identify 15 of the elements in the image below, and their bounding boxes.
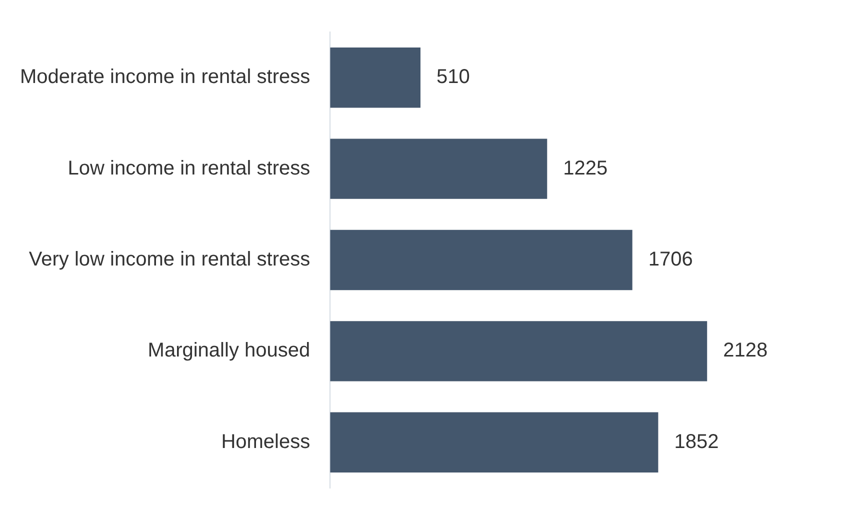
data-label: 2128: [723, 340, 768, 362]
y-tick-label: Moderate income in rental stress: [20, 66, 310, 88]
bar: [330, 412, 658, 472]
data-label: 1852: [674, 430, 719, 453]
y-tick-label: Very low income in rental stress: [28, 248, 310, 271]
y-tick-label: Homeless: [221, 430, 310, 453]
y-tick-label: Low income in rental stress: [68, 157, 310, 180]
bar: [330, 230, 632, 290]
y-tick-label: Marginally housed: [148, 340, 310, 362]
data-label: 1706: [648, 248, 693, 271]
data-label: 510: [436, 66, 470, 88]
bar: [330, 48, 420, 108]
bar: [330, 321, 708, 382]
bar: [330, 138, 548, 199]
data-label: 1225: [563, 157, 608, 180]
